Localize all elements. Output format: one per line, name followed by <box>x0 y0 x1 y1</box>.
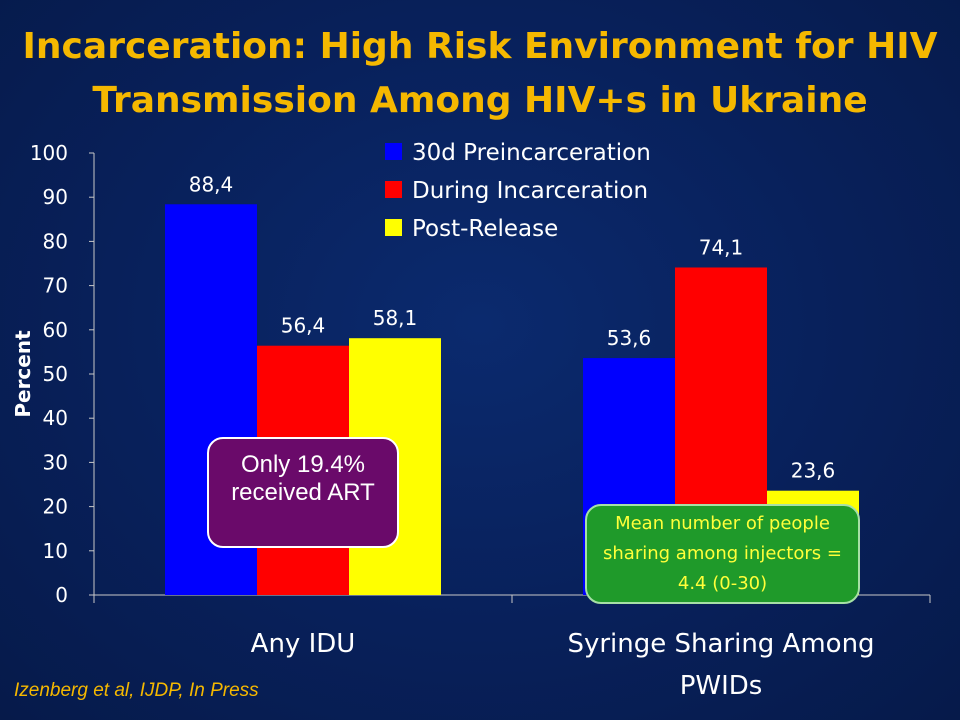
legend-swatch <box>385 143 402 160</box>
legend-swatch <box>385 181 402 198</box>
legend-label: During Incarceration <box>412 178 648 204</box>
y-tick-label: 30 <box>43 450 68 474</box>
bar-value-label: 88,4 <box>189 172 234 196</box>
legend-label: 30d Preincarceration <box>412 140 651 166</box>
legend-swatch <box>385 219 402 236</box>
y-tick-label: 40 <box>43 406 68 430</box>
legend-label: Post-Release <box>412 216 558 242</box>
bar-value-label: 53,6 <box>607 326 652 350</box>
sharing-callout: Mean number of people sharing among inje… <box>585 504 860 604</box>
y-tick-label: 70 <box>43 274 68 298</box>
y-tick-label: 50 <box>43 362 68 386</box>
title-line-2: Transmission Among HIV+s in Ukraine <box>92 80 868 121</box>
x-category-label: Syringe Sharing Among <box>567 629 874 659</box>
y-tick-label: 60 <box>43 318 68 342</box>
x-category-label: Any IDU <box>251 629 356 659</box>
x-category-label: PWIDs <box>680 671 763 701</box>
y-tick-label: 80 <box>43 229 68 253</box>
bar-value-label: 74,1 <box>699 235 744 259</box>
y-tick-label: 10 <box>43 539 68 563</box>
title-line-1: Incarceration: High Risk Environment for… <box>22 26 938 67</box>
bar-value-label: 56,4 <box>281 314 326 338</box>
art-callout: Only 19.4% received ART <box>207 437 399 548</box>
y-tick-label: 90 <box>43 185 68 209</box>
y-axis-title: Percent <box>11 330 35 418</box>
bar-value-label: 58,1 <box>373 306 418 330</box>
y-tick-label: 0 <box>55 583 68 607</box>
y-tick-label: 100 <box>30 141 68 165</box>
citation-footnote: Izenberg et al, IJDP, In Press <box>14 680 259 701</box>
page-title: Incarceration: High Risk Environment for… <box>0 20 960 128</box>
bar-value-label: 23,6 <box>791 459 836 483</box>
y-tick-label: 20 <box>43 495 68 519</box>
